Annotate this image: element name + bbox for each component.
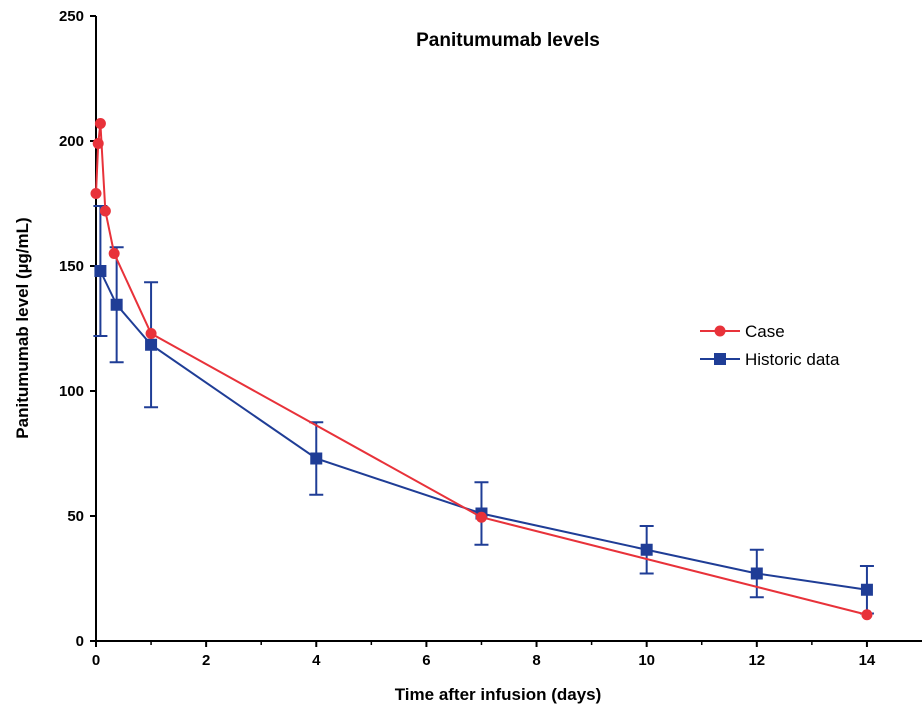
series-case (90, 118, 873, 621)
data-point (108, 248, 120, 259)
x-tick-label: 8 (532, 652, 540, 669)
data-point (750, 567, 763, 580)
x-tick-label: 10 (638, 652, 655, 669)
data-point (92, 138, 104, 149)
x-tick-label: 4 (312, 652, 321, 669)
legend-marker (714, 325, 726, 337)
data-point (640, 543, 653, 556)
x-tick-label: 14 (859, 652, 876, 669)
legend-item: Case (700, 322, 785, 341)
x-tick-label: 0 (92, 652, 100, 669)
data-point (110, 298, 123, 311)
x-tick-label: 6 (422, 652, 430, 669)
data-point (94, 118, 106, 129)
legend: Case Historic data (700, 322, 840, 369)
legend-label: Historic data (745, 350, 840, 369)
data-point (145, 328, 157, 339)
data-point (860, 583, 873, 596)
y-tick-label: 50 (67, 508, 84, 525)
data-point (861, 609, 873, 621)
series-historic-data (93, 205, 874, 615)
y-tick-label: 250 (59, 8, 84, 25)
x-tick-label: 12 (748, 652, 765, 669)
x-tick-label: 2 (202, 652, 210, 669)
y-tick-label: 100 (59, 383, 84, 400)
data-point (310, 452, 323, 465)
data-point (94, 265, 107, 277)
y-axis-title: Panitumumab level (µg/mL) (13, 217, 32, 438)
data-point (99, 205, 111, 217)
axes: 0 50 100 150 200 250 0 2 4 6 8 10 12 14 (59, 8, 922, 669)
series-layer (90, 118, 874, 621)
y-tick-label: 200 (59, 133, 84, 150)
legend-marker (714, 353, 726, 365)
legend-item: Historic data (700, 350, 840, 369)
legend-label: Case (745, 322, 785, 341)
data-point (145, 338, 158, 351)
series-line (99, 270, 868, 591)
data-point (475, 511, 487, 523)
data-point (90, 188, 102, 199)
chart-title: Panitumumab levels (416, 30, 600, 51)
x-axis-title: Time after infusion (days) (395, 685, 602, 704)
y-tick-label: 0 (76, 633, 84, 650)
y-tick-label: 150 (59, 258, 84, 275)
